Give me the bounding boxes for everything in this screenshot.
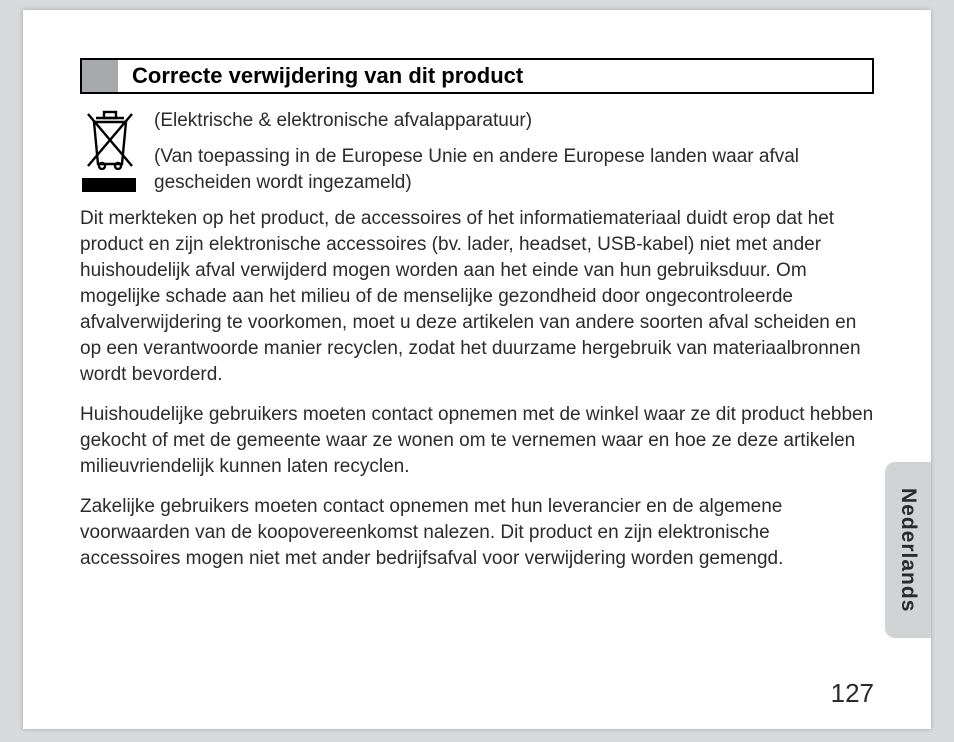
manual-page: Correcte verwijdering van dit product [23,10,931,729]
weee-symbol [80,108,144,192]
subtitle-waste-equipment: (Elektrische & elektronische afvalappara… [80,108,874,134]
language-tab-label: Nederlands [896,488,920,612]
paragraph-business-users: Zakelijke gebruikers moeten contact opne… [80,494,874,572]
page-number: 127 [831,678,874,709]
subtitle-eu-applicability: (Van toepassing in de Europese Unie en a… [80,144,874,196]
section-heading-bar: Correcte verwijdering van dit product [80,58,874,94]
paragraph-household-users: Huishoudelijke gebruikers moeten contact… [80,402,874,480]
section-body: (Elektrische & elektronische afvalappara… [80,108,874,586]
heading-accent-block [82,60,118,92]
section-heading: Correcte verwijdering van dit product [118,63,523,89]
paragraph-marking-explanation: Dit merkteken op het product, de accesso… [80,206,874,388]
content-area: Correcte verwijdering van dit product [80,58,874,729]
crossed-bin-icon [80,108,144,170]
language-tab: Nederlands [885,462,931,638]
weee-bar-icon [82,178,136,192]
